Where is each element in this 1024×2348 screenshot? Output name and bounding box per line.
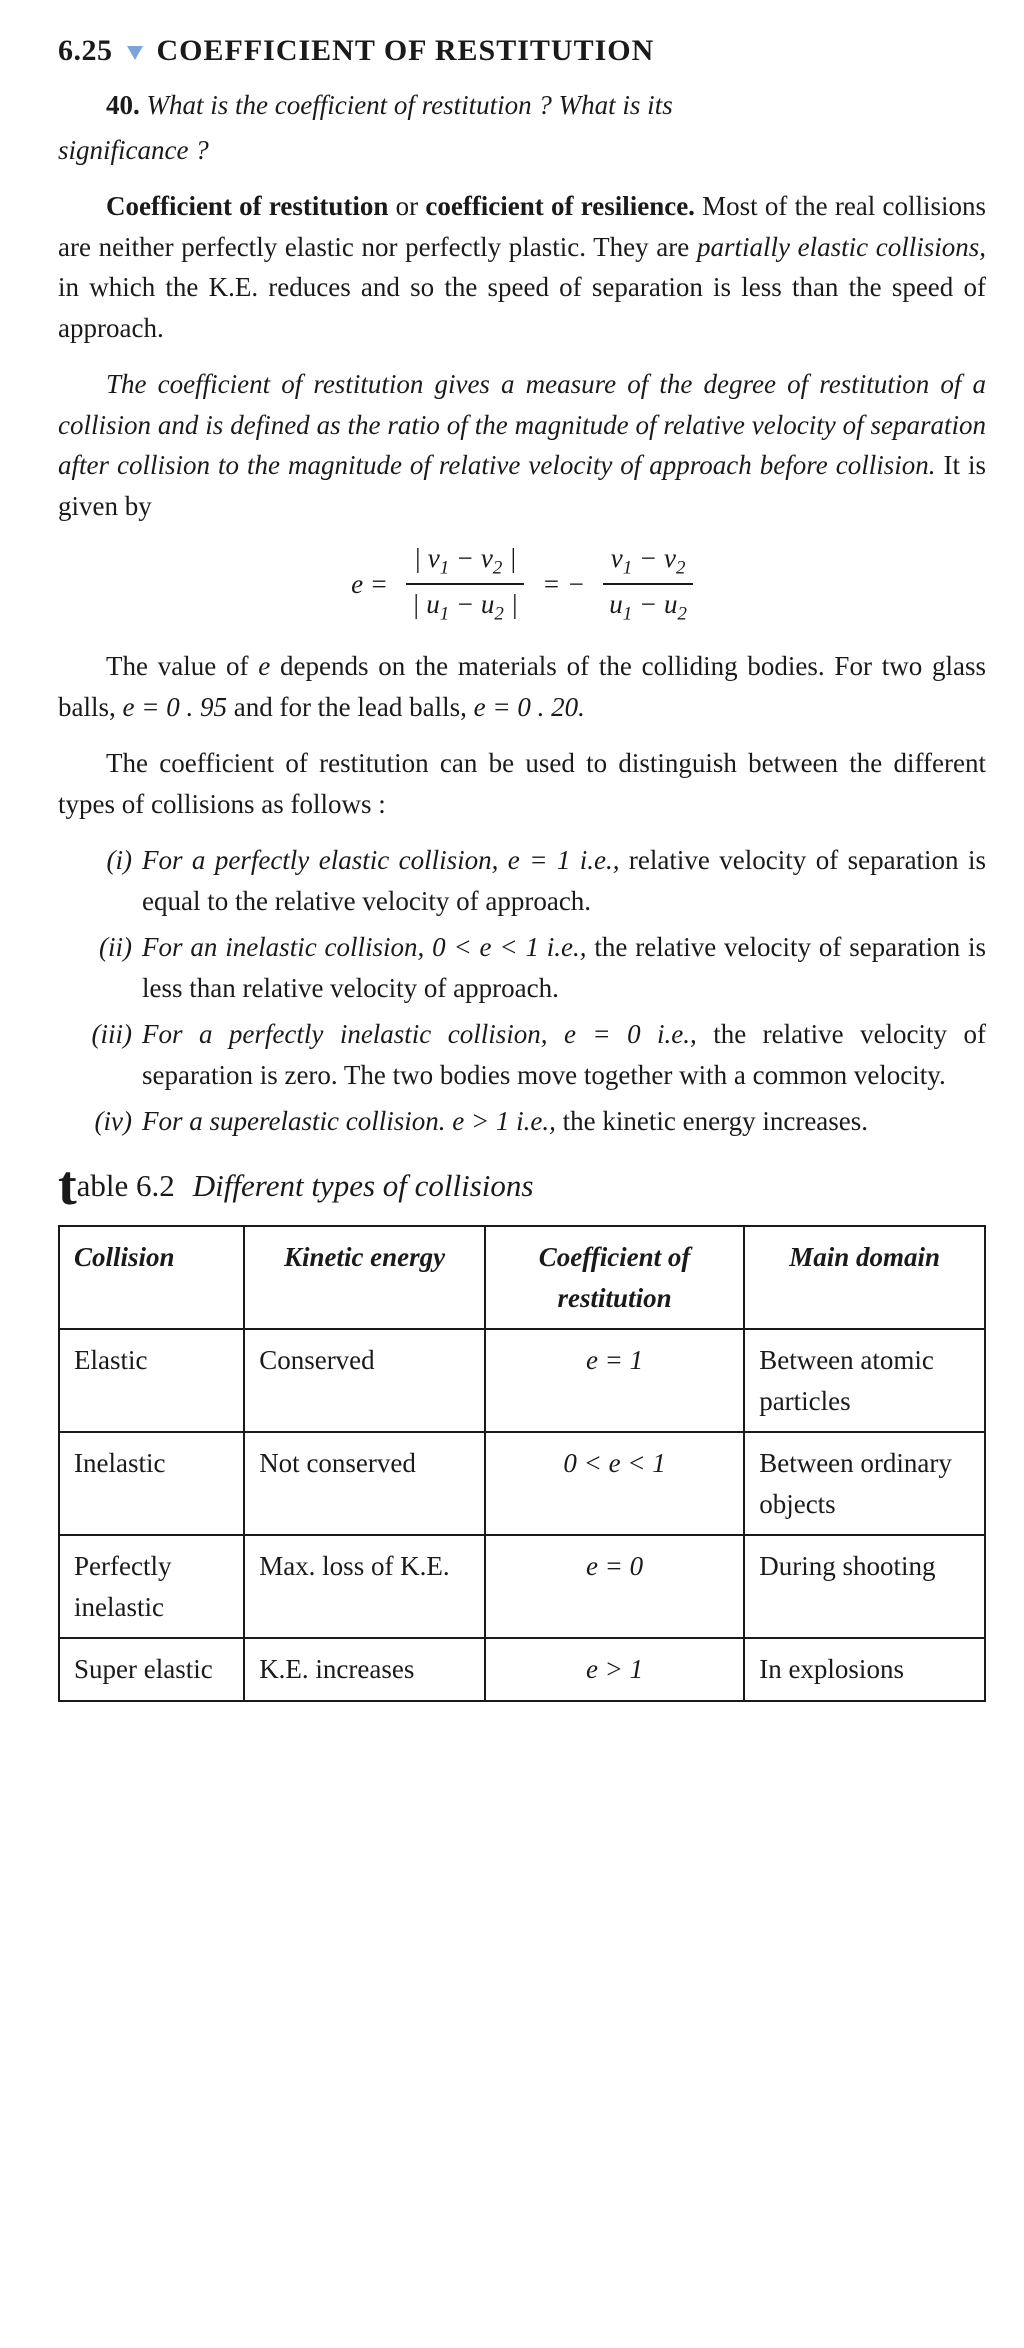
cell: 0 < e < 1 — [485, 1432, 744, 1535]
f2-num-a: v — [611, 543, 623, 573]
f2-den-a: u — [609, 589, 623, 619]
f2-num-s1: 1 — [623, 557, 632, 578]
p2-italic: The coefficient of restitution gives a m… — [58, 369, 986, 480]
fraction-1: | v1 − v2 | | u1 − u2 | — [406, 542, 524, 626]
cell: During shooting — [744, 1535, 985, 1638]
item-marker: (i) — [58, 840, 142, 921]
f1-den-c: | — [504, 589, 518, 619]
item-lead: For a perfectly inelastic collision, e =… — [142, 1019, 697, 1049]
p3-a: The value of — [106, 651, 258, 681]
cell: In explosions — [744, 1638, 985, 1701]
question-continued: significance ? — [58, 130, 986, 171]
cell: e > 1 — [485, 1638, 744, 1701]
section-number: 6.25 — [58, 28, 113, 73]
f1-num-a: | v — [414, 543, 440, 573]
table-row: Elastic Conserved e = 1 Between atomic p… — [59, 1329, 985, 1432]
f1-den-b: − u — [449, 589, 494, 619]
table-row: Inelastic Not conserved 0 < e < 1 Betwee… — [59, 1432, 985, 1535]
p1-rest2: in which the K.E. reduces and so the spe… — [58, 272, 986, 343]
list-item: (iii) For a perfectly inelastic collisio… — [58, 1014, 986, 1095]
term-2: coefficient of resilience. — [425, 191, 695, 221]
section-title: COEFFICIENT OF RESTITUTION — [157, 28, 655, 73]
down-arrow-icon — [127, 46, 143, 60]
f1-den-s2: 2 — [494, 603, 503, 624]
table-row: Super elastic K.E. increases e > 1 In ex… — [59, 1638, 985, 1701]
f2-den-b: − u — [632, 589, 677, 619]
question-line: 40. What is the coefficient of restituti… — [58, 85, 986, 126]
f2-den-s2: 2 — [677, 603, 686, 624]
p3-l: e = 0 . 20. — [474, 692, 585, 722]
equation: e = | v1 − v2 | | u1 − u2 | = − v1 − v2 … — [58, 542, 986, 626]
item-marker: (iii) — [58, 1014, 142, 1095]
f1-num-s1: 1 — [440, 557, 449, 578]
item-lead: For a superelastic collision. e > 1 i.e.… — [142, 1106, 556, 1136]
eqn-mid: = − — [542, 568, 585, 600]
list-item: (iv) For a superelastic collision. e > 1… — [58, 1101, 986, 1142]
p3-g: e = 0 . 95 — [123, 692, 227, 722]
p3-e: e — [258, 651, 270, 681]
cell: Between ordinary objects — [744, 1432, 985, 1535]
cell: e = 0 — [485, 1535, 744, 1638]
item-marker: (iv) — [58, 1101, 142, 1142]
p1-mid: or — [396, 191, 419, 221]
f2-den-s1: 1 — [623, 603, 632, 624]
col-collision: Collision — [59, 1226, 244, 1329]
paragraph-4: The coefficient of restitution can be us… — [58, 743, 986, 824]
paragraph-2: The coefficient of restitution gives a m… — [58, 364, 986, 526]
list-item: (ii) For an inelastic collision, 0 < e <… — [58, 927, 986, 1008]
cell: Conserved — [244, 1329, 485, 1432]
f2-num-b: − v — [632, 543, 676, 573]
cell: Super elastic — [59, 1638, 244, 1701]
cell: Elastic — [59, 1329, 244, 1432]
paragraph-1: Coefficient of restitution or coefficien… — [58, 186, 986, 348]
table-row: Perfectly inelastic Max. loss of K.E. e … — [59, 1535, 985, 1638]
cell: K.E. increases — [244, 1638, 485, 1701]
f1-num-c: | — [502, 543, 516, 573]
col-domain: Main domain — [744, 1226, 985, 1329]
f1-den-a: | u — [412, 589, 440, 619]
term-1: Coefficient of restitution — [106, 191, 388, 221]
col-coef: Coefficient of restitution — [485, 1226, 744, 1329]
section-heading: 6.25 COEFFICIENT OF RESTITUTION — [58, 28, 986, 73]
f2-num-s2: 2 — [676, 557, 685, 578]
eqn-lhs: e = — [351, 568, 388, 600]
table-caption: table 6.2 Different types of collisions — [58, 1162, 986, 1210]
fraction-2: v1 − v2 u1 − u2 — [603, 542, 693, 626]
p1-em: partially elastic collisions, — [697, 232, 986, 262]
f1-num-b: − v — [449, 543, 493, 573]
cell: Not conserved — [244, 1432, 485, 1535]
cell: Inelastic — [59, 1432, 244, 1535]
f1-den-s1: 1 — [440, 603, 449, 624]
item-lead: For a perfectly elastic collision, e = 1… — [142, 845, 620, 875]
question-number: 40. — [106, 90, 140, 120]
table-caption-text: Different types of collisions — [193, 1163, 534, 1210]
collisions-table: Collision Kinetic energy Coefficient of … — [58, 1225, 986, 1702]
list-item: (i) For a perfectly elastic collision, e… — [58, 840, 986, 921]
item-lead: For an inelastic collision, 0 < e < 1 i.… — [142, 932, 587, 962]
p3-c: and for the lead balls, — [234, 692, 474, 722]
item-rest: the kinetic energy increases. — [556, 1106, 868, 1136]
cell: Between atomic particles — [744, 1329, 985, 1432]
table-glyph: t — [58, 1170, 77, 1204]
item-marker: (ii) — [58, 927, 142, 1008]
table-label: able 6.2 — [77, 1168, 175, 1203]
paragraph-3: The value of e depends on the materials … — [58, 646, 986, 727]
f1-num-s2: 2 — [493, 557, 502, 578]
question-text: What is the coefficient of restitution ?… — [147, 90, 673, 120]
col-ke: Kinetic energy — [244, 1226, 485, 1329]
cell: Max. loss of K.E. — [244, 1535, 485, 1638]
table-header-row: Collision Kinetic energy Coefficient of … — [59, 1226, 985, 1329]
collision-types-list: (i) For a perfectly elastic collision, e… — [58, 840, 986, 1142]
cell: e = 1 — [485, 1329, 744, 1432]
cell: Perfectly inelastic — [59, 1535, 244, 1638]
